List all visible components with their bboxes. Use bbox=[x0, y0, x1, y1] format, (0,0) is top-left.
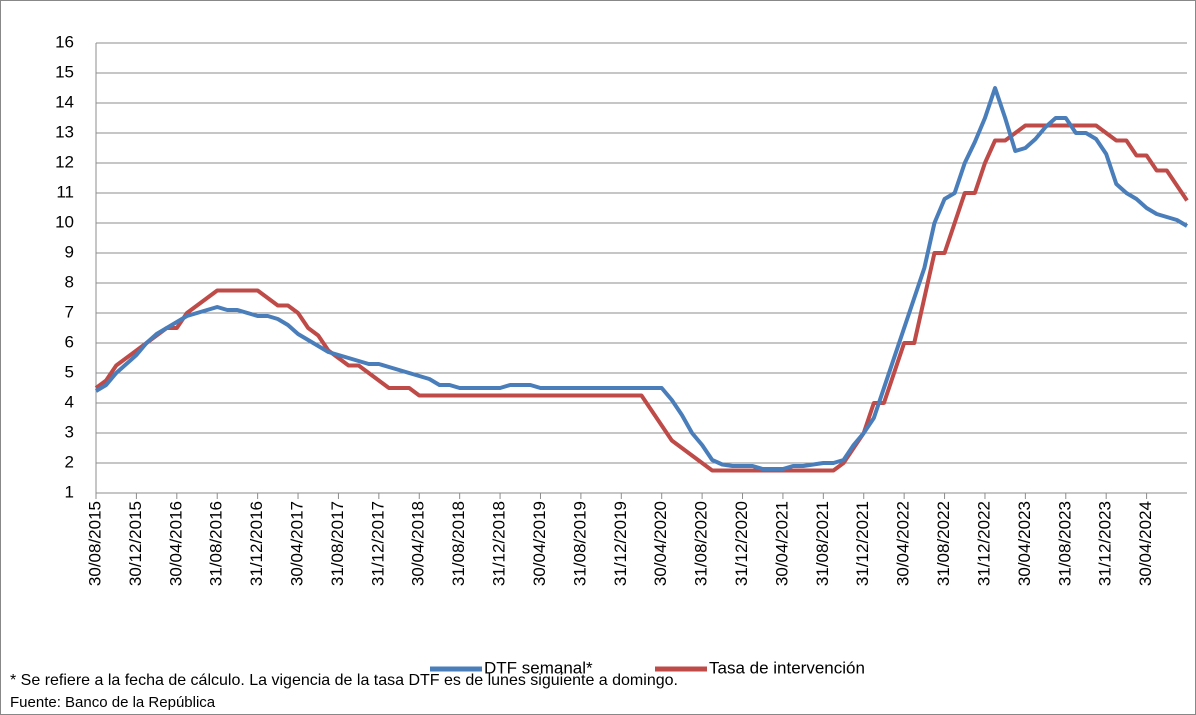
x-tick-label: 31/12/2016 bbox=[247, 501, 266, 586]
x-tick-label: 31/12/2023 bbox=[1096, 501, 1115, 586]
x-tick-label: 31/08/2021 bbox=[813, 501, 832, 586]
y-tick-label: 7 bbox=[65, 302, 74, 321]
y-tick-label: 2 bbox=[65, 452, 74, 471]
y-tick-label: 13 bbox=[55, 122, 74, 141]
y-tick-label: 14 bbox=[55, 92, 74, 111]
x-tick-label: 31/08/2023 bbox=[1055, 501, 1074, 586]
x-tick-label: 31/08/2019 bbox=[570, 501, 589, 586]
annotation: * Se refiere a la fecha de cálculo. La v… bbox=[10, 672, 678, 689]
y-tick-label: 10 bbox=[55, 212, 74, 231]
y-tick-label: 1 bbox=[65, 482, 74, 501]
x-tick-label: 30/08/2015 bbox=[85, 501, 104, 586]
x-tick-label: 31/12/2021 bbox=[853, 501, 872, 586]
y-tick-label: 4 bbox=[65, 392, 74, 411]
x-tick-label: 30/04/2021 bbox=[772, 501, 791, 586]
x-tick-label: 30/04/2023 bbox=[1015, 501, 1034, 586]
y-tick-label: 8 bbox=[65, 272, 74, 291]
legend-label: Tasa de intervención bbox=[709, 658, 865, 677]
x-tick-label: 30/04/2019 bbox=[530, 501, 549, 586]
series-line bbox=[94, 86, 1189, 471]
x-tick-label: 31/12/2019 bbox=[611, 501, 630, 586]
y-tick-label: 15 bbox=[55, 62, 74, 81]
x-tick-label: 31/08/2017 bbox=[328, 501, 347, 586]
y-tick-label: 5 bbox=[65, 362, 74, 381]
x-tick-label: 31/12/2017 bbox=[368, 501, 387, 586]
x-tick-label: 30/04/2020 bbox=[651, 501, 670, 586]
y-tick-label: 6 bbox=[65, 332, 74, 351]
x-tick-label: 31/08/2022 bbox=[934, 501, 953, 586]
x-tick-label: 30/04/2022 bbox=[894, 501, 913, 586]
x-tick-label: 30/04/2016 bbox=[166, 501, 185, 586]
x-tick-label: 31/12/2018 bbox=[490, 501, 509, 586]
x-tick-label: 31/08/2016 bbox=[207, 501, 226, 586]
y-tick-label: 12 bbox=[55, 152, 74, 171]
legend-label: DTF semanal* bbox=[484, 658, 593, 677]
y-tick-label: 3 bbox=[65, 422, 74, 441]
x-tick-label: 30/04/2018 bbox=[409, 501, 428, 586]
y-tick-label: 16 bbox=[55, 32, 74, 51]
y-tick-label: 11 bbox=[56, 182, 74, 201]
y-tick-label: 9 bbox=[65, 242, 74, 261]
x-tick-label: 31/12/2020 bbox=[732, 501, 751, 586]
x-tick-label: 30/04/2024 bbox=[1136, 501, 1155, 586]
x-tick-label: 30/04/2017 bbox=[288, 501, 307, 586]
x-tick-label: 31/08/2020 bbox=[692, 501, 711, 586]
x-tick-label: 31/08/2018 bbox=[449, 501, 468, 586]
x-tick-label: 30/12/2015 bbox=[126, 501, 145, 586]
annotation: Fuente: Banco de la República bbox=[10, 694, 216, 711]
x-tick-label: 31/12/2022 bbox=[974, 501, 993, 586]
series-line bbox=[94, 123, 1189, 473]
